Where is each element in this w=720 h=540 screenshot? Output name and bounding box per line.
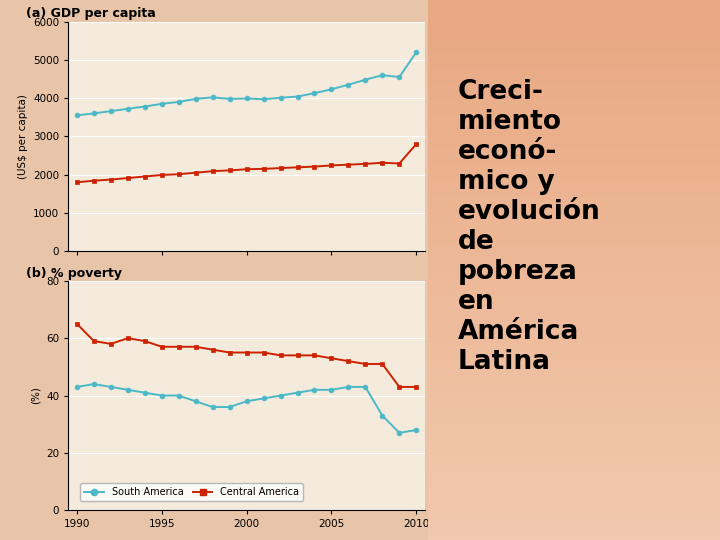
Y-axis label: (%): (%) [31, 387, 41, 404]
Text: (b) % poverty: (b) % poverty [26, 267, 122, 280]
Text: Creci-
miento
econó-
mico y
evolución
de
pobreza
en
América
Latina: Creci- miento econó- mico y evolución de… [458, 79, 600, 375]
Text: (a) GDP per capita: (a) GDP per capita [26, 8, 156, 21]
Y-axis label: (US$ per capita): (US$ per capita) [18, 94, 27, 179]
Legend: South America, Central America: South America, Central America [81, 483, 303, 501]
